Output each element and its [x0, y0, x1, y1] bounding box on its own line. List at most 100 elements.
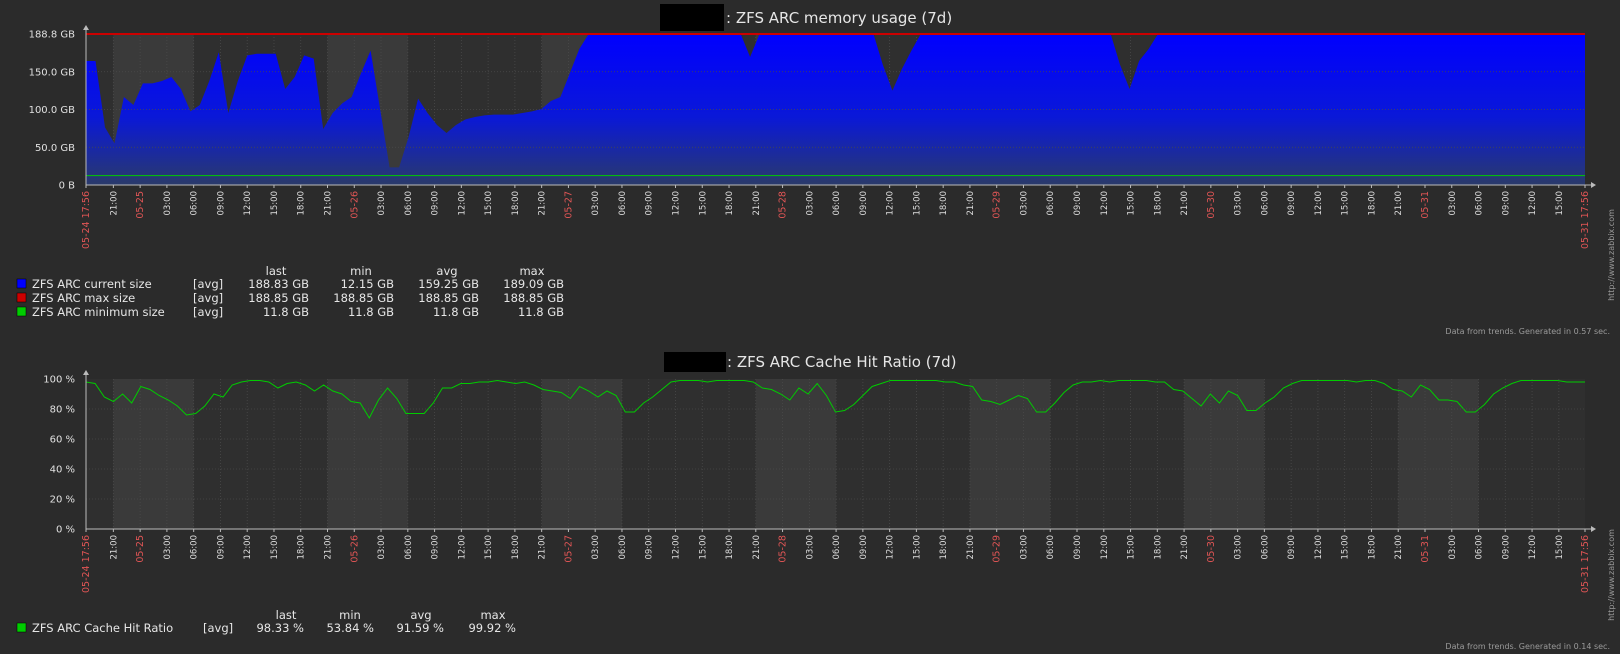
x-tick-label: 21:00 — [109, 191, 119, 216]
x-tick-label: 06:00 — [1046, 535, 1056, 560]
series-line-hit-ratio — [85, 379, 1585, 420]
legend-func: [avg] — [193, 291, 223, 305]
x-tick-label: 06:00 — [832, 535, 842, 560]
x-tick-label: 09:00 — [431, 535, 441, 560]
x-tick-label: 12:00 — [1528, 191, 1538, 216]
y-axis-arrow — [83, 25, 89, 30]
x-tick-label: 05-27 — [563, 191, 574, 219]
y-axis: 0 B 50.0 GB 100.0 GB 150.0 GB 188.8 GB — [29, 25, 89, 192]
x-tick-label: 03:00 — [1019, 191, 1029, 216]
y-tick-label: 100 % — [43, 375, 75, 386]
x-tick-label: 05-24 17:56 — [81, 535, 92, 593]
night-shade — [541, 379, 622, 529]
x-tick-label: 05-28 — [778, 535, 789, 563]
x-tick-label: 21:00 — [1394, 191, 1404, 216]
x-tick-label: 18:00 — [297, 191, 307, 216]
legend-max: 11.8 GB — [518, 305, 564, 319]
graph-title: : ZFS ARC Cache Hit Ratio (7d) — [727, 353, 957, 371]
y-tick-label: 150.0 GB — [29, 67, 76, 78]
redacted-hostname-box — [660, 4, 724, 31]
legend-avg: 91.59 % — [396, 621, 444, 635]
legend-header-last: last — [266, 264, 287, 278]
legend-name: ZFS ARC minimum size — [32, 305, 165, 319]
legend-swatch-hit-ratio — [16, 622, 27, 633]
graph-title: : ZFS ARC memory usage (7d) — [726, 9, 952, 27]
legend-swatch-current — [16, 278, 27, 289]
x-tick-label: 06:00 — [618, 535, 628, 560]
x-tick-label: 09:00 — [645, 191, 655, 216]
legend-header-max: max — [519, 264, 544, 278]
legend-func: [avg] — [193, 305, 223, 319]
x-tick-label: 09:00 — [1287, 191, 1297, 216]
x-tick-label: 03:00 — [163, 191, 173, 216]
x-tick-label: 21:00 — [752, 191, 762, 216]
x-tick-label: 09:00 — [1287, 535, 1297, 560]
generation-footer: Data from trends. Generated in 0.14 sec. — [1445, 642, 1610, 651]
x-tick-label: 06:00 — [1260, 535, 1270, 560]
night-shade — [1184, 379, 1265, 529]
legend-name: ZFS ARC max size — [32, 291, 135, 305]
x-tick-label: 03:00 — [377, 191, 387, 216]
x-tick-label: 05-29 — [992, 535, 1003, 563]
x-tick-label: 18:00 — [1153, 535, 1163, 560]
x-tick-label: 15:00 — [1555, 535, 1565, 560]
legend: last min avg max ZFS ARC current size [a… — [16, 264, 564, 319]
x-axis: 05-24 17:56 21:00 05-25 03:00 06:00 09:00 12:0… — [81, 182, 1596, 249]
x-tick-label: 12:00 — [1528, 535, 1538, 560]
x-tick-label: 21:00 — [538, 535, 548, 560]
plot-area — [86, 32, 1585, 185]
graph-memory-usage: : ZFS ARC memory usage (7d) 0 B 50.0 GB 10… — [16, 4, 1616, 336]
watermark: http://www.zabbix.com — [1607, 209, 1616, 301]
x-tick-label: 15:00 — [1555, 191, 1565, 216]
x-tick-label: 18:00 — [725, 535, 735, 560]
legend-swatch-min — [16, 306, 27, 317]
x-tick-label: 06:00 — [1475, 535, 1485, 560]
x-tick-label: 15:00 — [484, 535, 494, 560]
legend-header-last: last — [276, 608, 297, 622]
x-tick-label: 12:00 — [1100, 535, 1110, 560]
x-tick-label: 15:00 — [1127, 191, 1137, 216]
x-tick-label: 06:00 — [1260, 191, 1270, 216]
x-tick-label: 09:00 — [1501, 535, 1511, 560]
y-axis: 0 % 20 % 40 % 60 % 80 % 100 % — [43, 370, 89, 536]
legend-swatch-max — [16, 292, 27, 303]
y-tick-label: 60 % — [50, 435, 75, 446]
x-tick-label: 12:00 — [243, 535, 253, 560]
legend-min: 11.8 GB — [348, 305, 394, 319]
x-tick-label: 06:00 — [1046, 191, 1056, 216]
legend-max: 99.92 % — [468, 621, 516, 635]
x-tick-label: 09:00 — [431, 191, 441, 216]
x-tick-label: 12:00 — [671, 535, 681, 560]
x-tick-label: 09:00 — [1073, 191, 1083, 216]
x-tick-label: 06:00 — [832, 191, 842, 216]
y-tick-label: 188.8 GB — [29, 30, 76, 41]
x-tick-label: 18:00 — [939, 191, 949, 216]
x-tick-label: 05-30 — [1206, 191, 1217, 219]
x-tick-label: 09:00 — [216, 191, 226, 216]
y-axis-arrow — [83, 370, 89, 375]
x-tick-label: 21:00 — [1394, 535, 1404, 560]
legend-avg: 11.8 GB — [433, 305, 479, 319]
x-tick-label: 18:00 — [511, 191, 521, 216]
legend-header-min: min — [339, 608, 361, 622]
x-tick-label: 18:00 — [939, 535, 949, 560]
night-shade — [113, 379, 194, 529]
x-tick-label: 09:00 — [859, 191, 869, 216]
x-axis-arrow — [1591, 182, 1596, 188]
plot-area — [85, 379, 1585, 529]
legend-avg: 159.25 GB — [418, 277, 479, 291]
x-tick-label: 03:00 — [805, 191, 815, 216]
legend-max: 188.85 GB — [503, 291, 564, 305]
x-tick-label: 03:00 — [1448, 191, 1458, 216]
x-tick-label: 05-31 — [1420, 535, 1431, 563]
legend-last: 11.8 GB — [263, 305, 309, 319]
x-tick-label: 18:00 — [511, 535, 521, 560]
x-tick-label: 12:00 — [1314, 535, 1324, 560]
x-tick-label: 09:00 — [216, 535, 226, 560]
x-tick-label: 21:00 — [1180, 535, 1190, 560]
legend-avg: 188.85 GB — [418, 291, 479, 305]
x-tick-label: 12:00 — [457, 535, 467, 560]
x-tick-label: 03:00 — [1234, 191, 1244, 216]
x-tick-label: 09:00 — [859, 535, 869, 560]
